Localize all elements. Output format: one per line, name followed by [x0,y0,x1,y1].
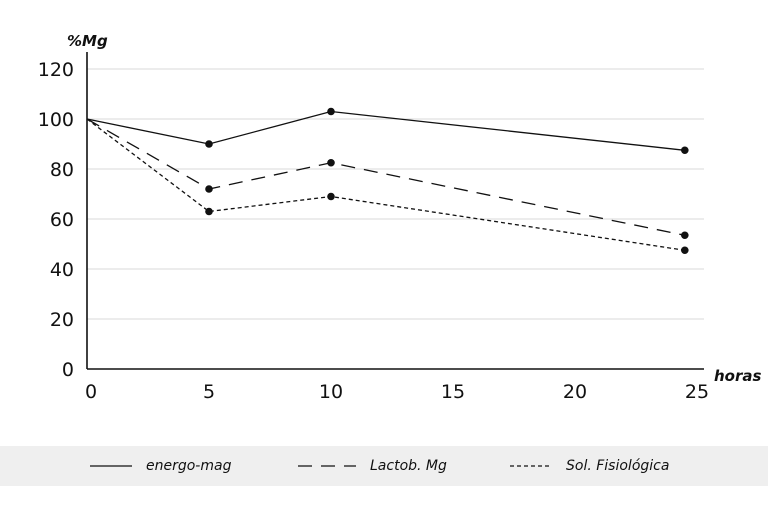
x-tick-label: 15 [441,381,465,403]
y-tick-label: 0 [62,359,74,381]
x-tick-label: 20 [563,381,587,403]
x-axis-title: horas [714,367,762,385]
x-tick-label: 5 [203,381,215,403]
legend-label: Sol. Fisiológica [566,458,670,474]
y-tick-label: 80 [50,159,74,181]
series-lines [86,110,685,251]
series-line-2 [86,118,685,251]
data-point [681,231,689,240]
data-point [681,146,689,155]
axes [86,52,704,370]
legend-swatch-dashed [298,465,356,467]
y-tick-label: 100 [38,109,74,131]
data-point [327,158,335,167]
tick-labels: 0 20 40 60 80 100 120 0 5 10 15 20 25 [38,59,709,403]
y-tick-label: 40 [50,259,74,281]
data-point [205,185,213,193]
chart-canvas: 0 20 40 60 80 100 120 0 5 10 15 20 25 %Mg horas [38,32,762,403]
data-point [327,107,335,116]
x-tick-label: 10 [319,381,343,403]
y-tick-label: 60 [50,209,74,231]
legend-swatch-dotted [510,465,552,467]
legend-swatch-solid [90,465,132,467]
legend-item-sol-fisiologica: Sol. Fisiológica [510,446,669,486]
legend: energo-mag Lactob. Mg Sol. Fisiológica [0,446,768,486]
x-tick-label: 25 [685,381,709,403]
legend-item-lactob-mg: Lactob. Mg [298,446,447,486]
y-tick-label: 120 [38,59,74,81]
y-axis-title: %Mg [67,32,108,50]
data-point [205,140,213,148]
data-point [327,192,335,201]
series-line-0 [86,110,685,151]
series-line-1 [86,118,685,236]
data-point [205,207,213,216]
legend-item-energo-mag: energo-mag [90,446,231,486]
x-tick-label: 0 [85,381,97,403]
data-point [681,246,689,255]
legend-label: Lactob. Mg [370,458,447,474]
legend-label: energo-mag [146,458,232,474]
y-tick-label: 20 [50,309,74,331]
data-points [205,107,689,255]
grid-lines [87,68,704,320]
